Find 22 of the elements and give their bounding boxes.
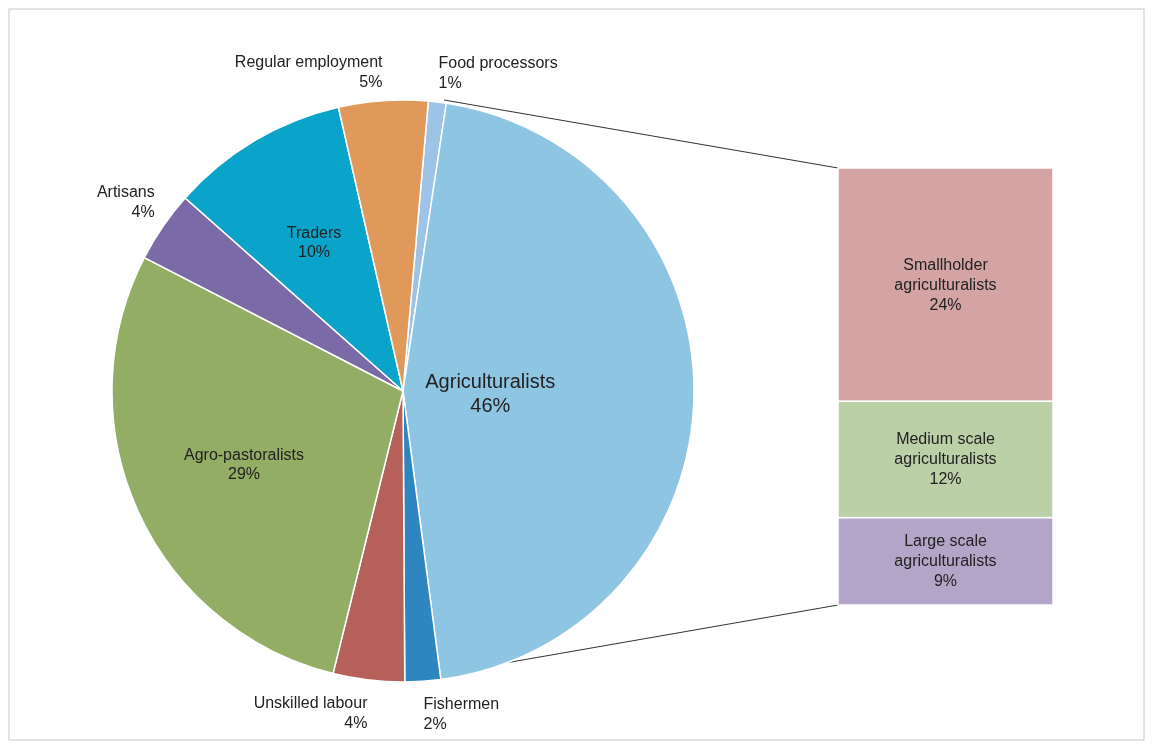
slice-label: Fishermen (423, 695, 500, 713)
data-label: 24% (929, 295, 962, 313)
slice-label: Food processors (438, 54, 558, 72)
slice-label: Traders (286, 223, 342, 241)
series-label: Medium scale agriculturalists (894, 430, 997, 468)
data-label: 2% (423, 715, 447, 733)
data-label: 12% (929, 470, 962, 488)
data-label: 4% (344, 713, 368, 731)
data-label: 29% (227, 465, 261, 483)
data-label: 46% (470, 393, 511, 416)
data-label: 9% (933, 572, 958, 590)
slice-label: Agro-pastoralists (183, 445, 305, 463)
slice-label: Agriculturalists (425, 369, 556, 392)
data-label: 10% (297, 242, 331, 260)
series-label: Large scale agriculturalists (894, 532, 997, 570)
data-label: 5% (359, 72, 383, 90)
data-label: 1% (438, 74, 462, 92)
slice-label: Artisans (96, 182, 155, 200)
data-label: 4% (131, 202, 155, 220)
slice-label: Regular employment (234, 52, 384, 70)
slice-label: Unskilled labour (253, 693, 369, 711)
series-label: Smallholder agriculturalists (894, 255, 997, 293)
